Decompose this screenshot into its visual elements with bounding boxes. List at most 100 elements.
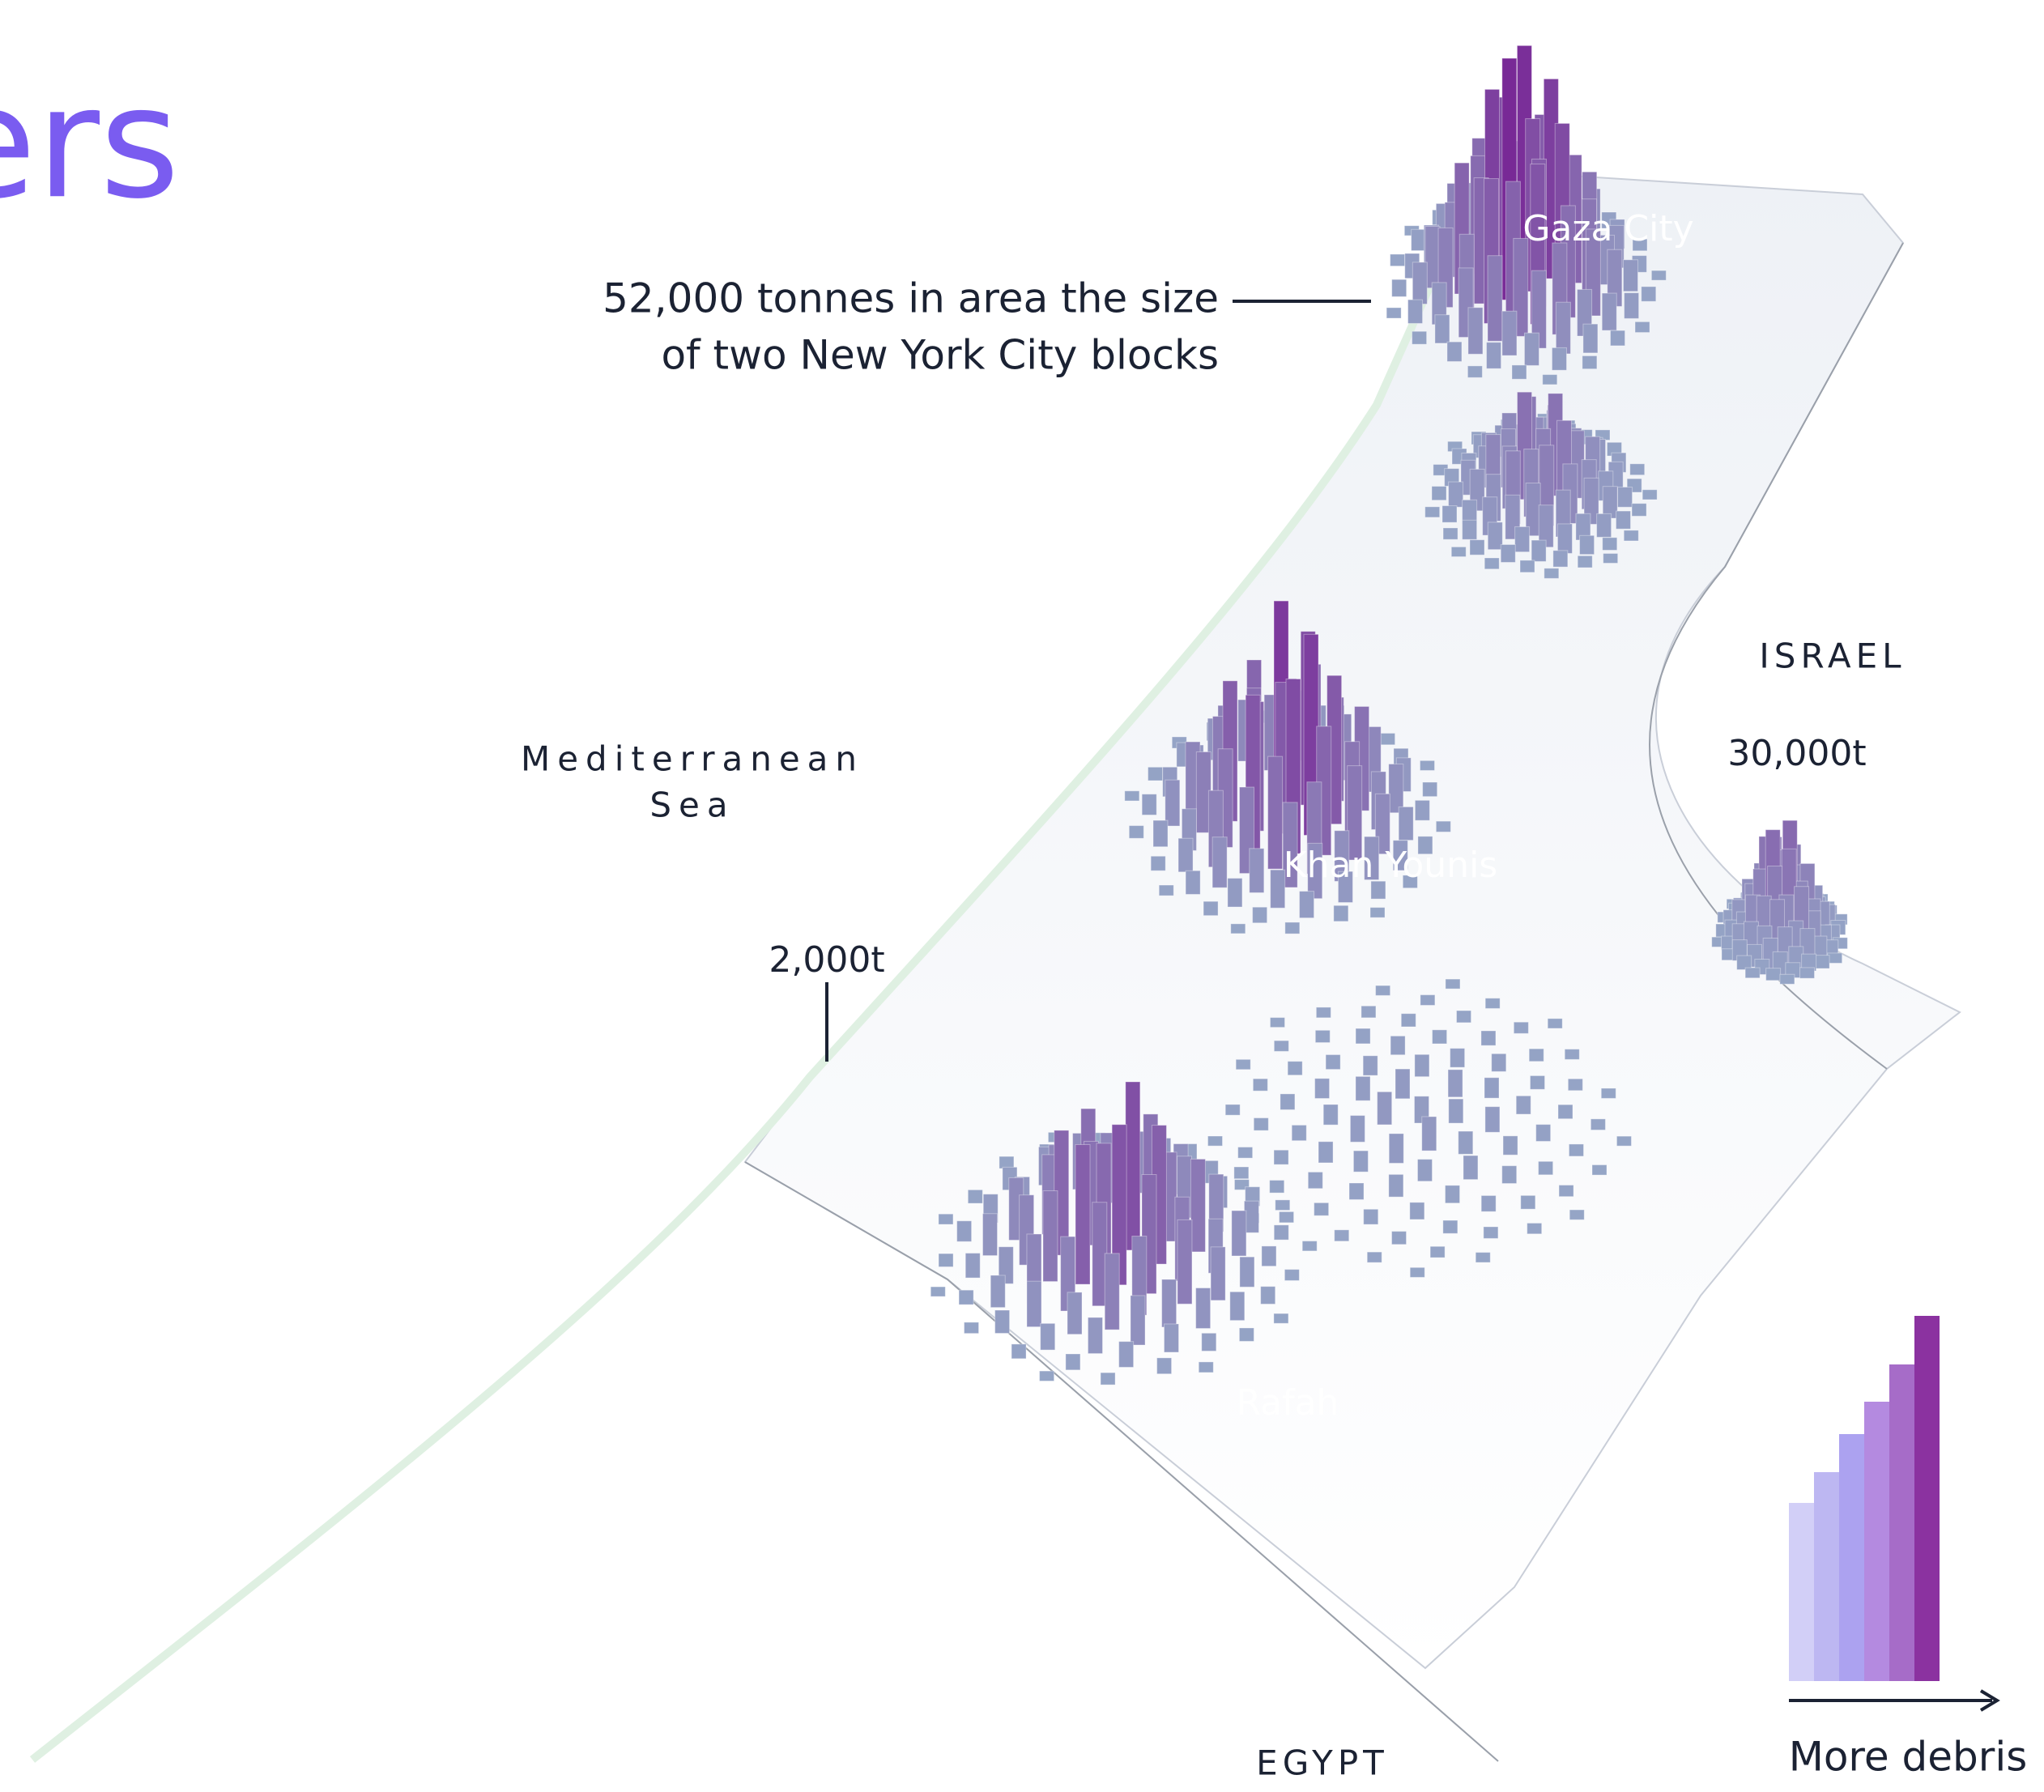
debris-bar xyxy=(1635,321,1650,332)
debris-bar xyxy=(1618,487,1633,508)
debris-bar xyxy=(1544,568,1559,579)
debris-bar xyxy=(1408,300,1423,323)
debris-bar xyxy=(1232,1211,1246,1256)
debris-bar xyxy=(1492,1053,1506,1071)
debris-bar xyxy=(1316,1007,1331,1018)
debris-bar xyxy=(1250,849,1264,893)
debris-bar xyxy=(1011,1344,1026,1359)
debris-bar xyxy=(1603,538,1617,551)
debris-bar xyxy=(1392,1232,1407,1245)
debris-bar xyxy=(1616,1136,1631,1146)
debris-bar xyxy=(1443,1220,1458,1233)
debris-bar xyxy=(1425,507,1440,517)
debris-bar xyxy=(1485,998,1500,1009)
debris-bar xyxy=(1274,1225,1288,1240)
debris-bar xyxy=(1481,1031,1496,1045)
legend: More debris xyxy=(1789,1316,2028,1781)
debris-bar xyxy=(1484,1078,1499,1098)
debris-bar xyxy=(1539,1161,1553,1175)
debris-bar xyxy=(1228,879,1242,907)
debris-bar xyxy=(1443,528,1458,539)
debris-bar xyxy=(1190,1159,1205,1252)
debris-bar xyxy=(1487,343,1501,368)
debris-bar xyxy=(1592,1165,1607,1176)
debris-bar xyxy=(1378,1092,1392,1125)
debris-bar xyxy=(1597,513,1612,537)
debris-bar xyxy=(1502,1166,1517,1184)
debris-bar xyxy=(1512,365,1527,379)
debris-bar xyxy=(1225,1105,1240,1115)
debris-bar xyxy=(1238,1147,1253,1159)
debris-bar xyxy=(1603,553,1618,563)
legend-bar xyxy=(1914,1316,1940,1681)
debris-bar xyxy=(1177,1219,1192,1304)
debris-bar xyxy=(1503,1136,1518,1155)
debris-bar xyxy=(1651,270,1666,280)
debris-bar xyxy=(1075,1144,1090,1284)
debris-bar xyxy=(1624,530,1638,541)
debris-bar xyxy=(1326,1054,1340,1069)
debris-bar xyxy=(1274,1313,1288,1323)
debris-bar xyxy=(1164,1324,1178,1352)
debris-bar xyxy=(1043,1191,1058,1282)
debris-bar xyxy=(999,1156,1014,1168)
debris-bar xyxy=(1148,767,1163,781)
debris-bar xyxy=(1553,551,1568,567)
debris-bar xyxy=(1318,1142,1333,1163)
debris-bar xyxy=(965,1254,980,1278)
debris-bar xyxy=(1488,522,1502,550)
debris-bar xyxy=(1601,1088,1616,1098)
debris-bar xyxy=(1530,1075,1544,1089)
debris-bar xyxy=(1288,1062,1302,1075)
debris-bar xyxy=(1395,1069,1410,1099)
debris-bar xyxy=(1623,260,1637,292)
debris-bar xyxy=(1457,1011,1471,1023)
debris-bar xyxy=(1420,760,1434,770)
debris-bar xyxy=(1463,1156,1478,1180)
country-label: EGYPT xyxy=(1256,1743,1389,1783)
debris-bar xyxy=(1334,905,1348,922)
debris-bar xyxy=(1274,1150,1288,1164)
debris-bar xyxy=(965,1322,979,1334)
debris-bar xyxy=(1186,870,1200,894)
debris-bar xyxy=(1027,1281,1041,1326)
debris-bar xyxy=(1230,1292,1245,1320)
debris-bar xyxy=(1350,1116,1365,1143)
annotation-text: 30,000t xyxy=(1727,733,1866,774)
debris-bar xyxy=(1442,506,1457,523)
debris-bar xyxy=(1569,1210,1584,1219)
debris-bar xyxy=(995,1310,1010,1334)
debris-bar xyxy=(1433,1030,1447,1044)
debris-bar xyxy=(1370,908,1385,917)
place-label: Khan Younis xyxy=(1284,845,1497,886)
debris-bar xyxy=(1447,342,1462,361)
debris-bar xyxy=(939,1254,953,1266)
debris-bar xyxy=(1632,504,1646,517)
debris-bar xyxy=(1261,1287,1275,1305)
debris-bar xyxy=(1556,302,1570,354)
annotation-text: of two New York City blocks xyxy=(661,332,1219,379)
debris-bar xyxy=(1410,1267,1424,1277)
debris-bar xyxy=(1129,826,1143,839)
debris-bar xyxy=(1616,511,1630,529)
place-label: Rafah xyxy=(1237,1382,1339,1424)
debris-bar xyxy=(1417,1160,1432,1181)
debris-bar xyxy=(1199,1362,1213,1373)
debris-bar xyxy=(1268,756,1283,869)
debris-bar xyxy=(1203,901,1218,915)
sea-label: Sea xyxy=(649,785,735,825)
debris-bar xyxy=(1642,287,1656,301)
debris-bar xyxy=(1412,331,1427,344)
debris-bar xyxy=(1315,1079,1330,1099)
debris-bar xyxy=(1131,1296,1145,1345)
debris-bar xyxy=(1484,1227,1498,1238)
debris-bar xyxy=(1481,1195,1496,1211)
debris-bar xyxy=(1468,308,1483,355)
debris-bar xyxy=(1254,1118,1268,1131)
debris-bar xyxy=(1420,995,1435,1006)
debris-bar xyxy=(1450,1049,1465,1067)
debris-bar xyxy=(1415,800,1429,820)
debris-bar xyxy=(1558,1105,1573,1118)
debris-bar xyxy=(1780,974,1795,984)
annotation-text: 2,000t xyxy=(769,939,884,981)
